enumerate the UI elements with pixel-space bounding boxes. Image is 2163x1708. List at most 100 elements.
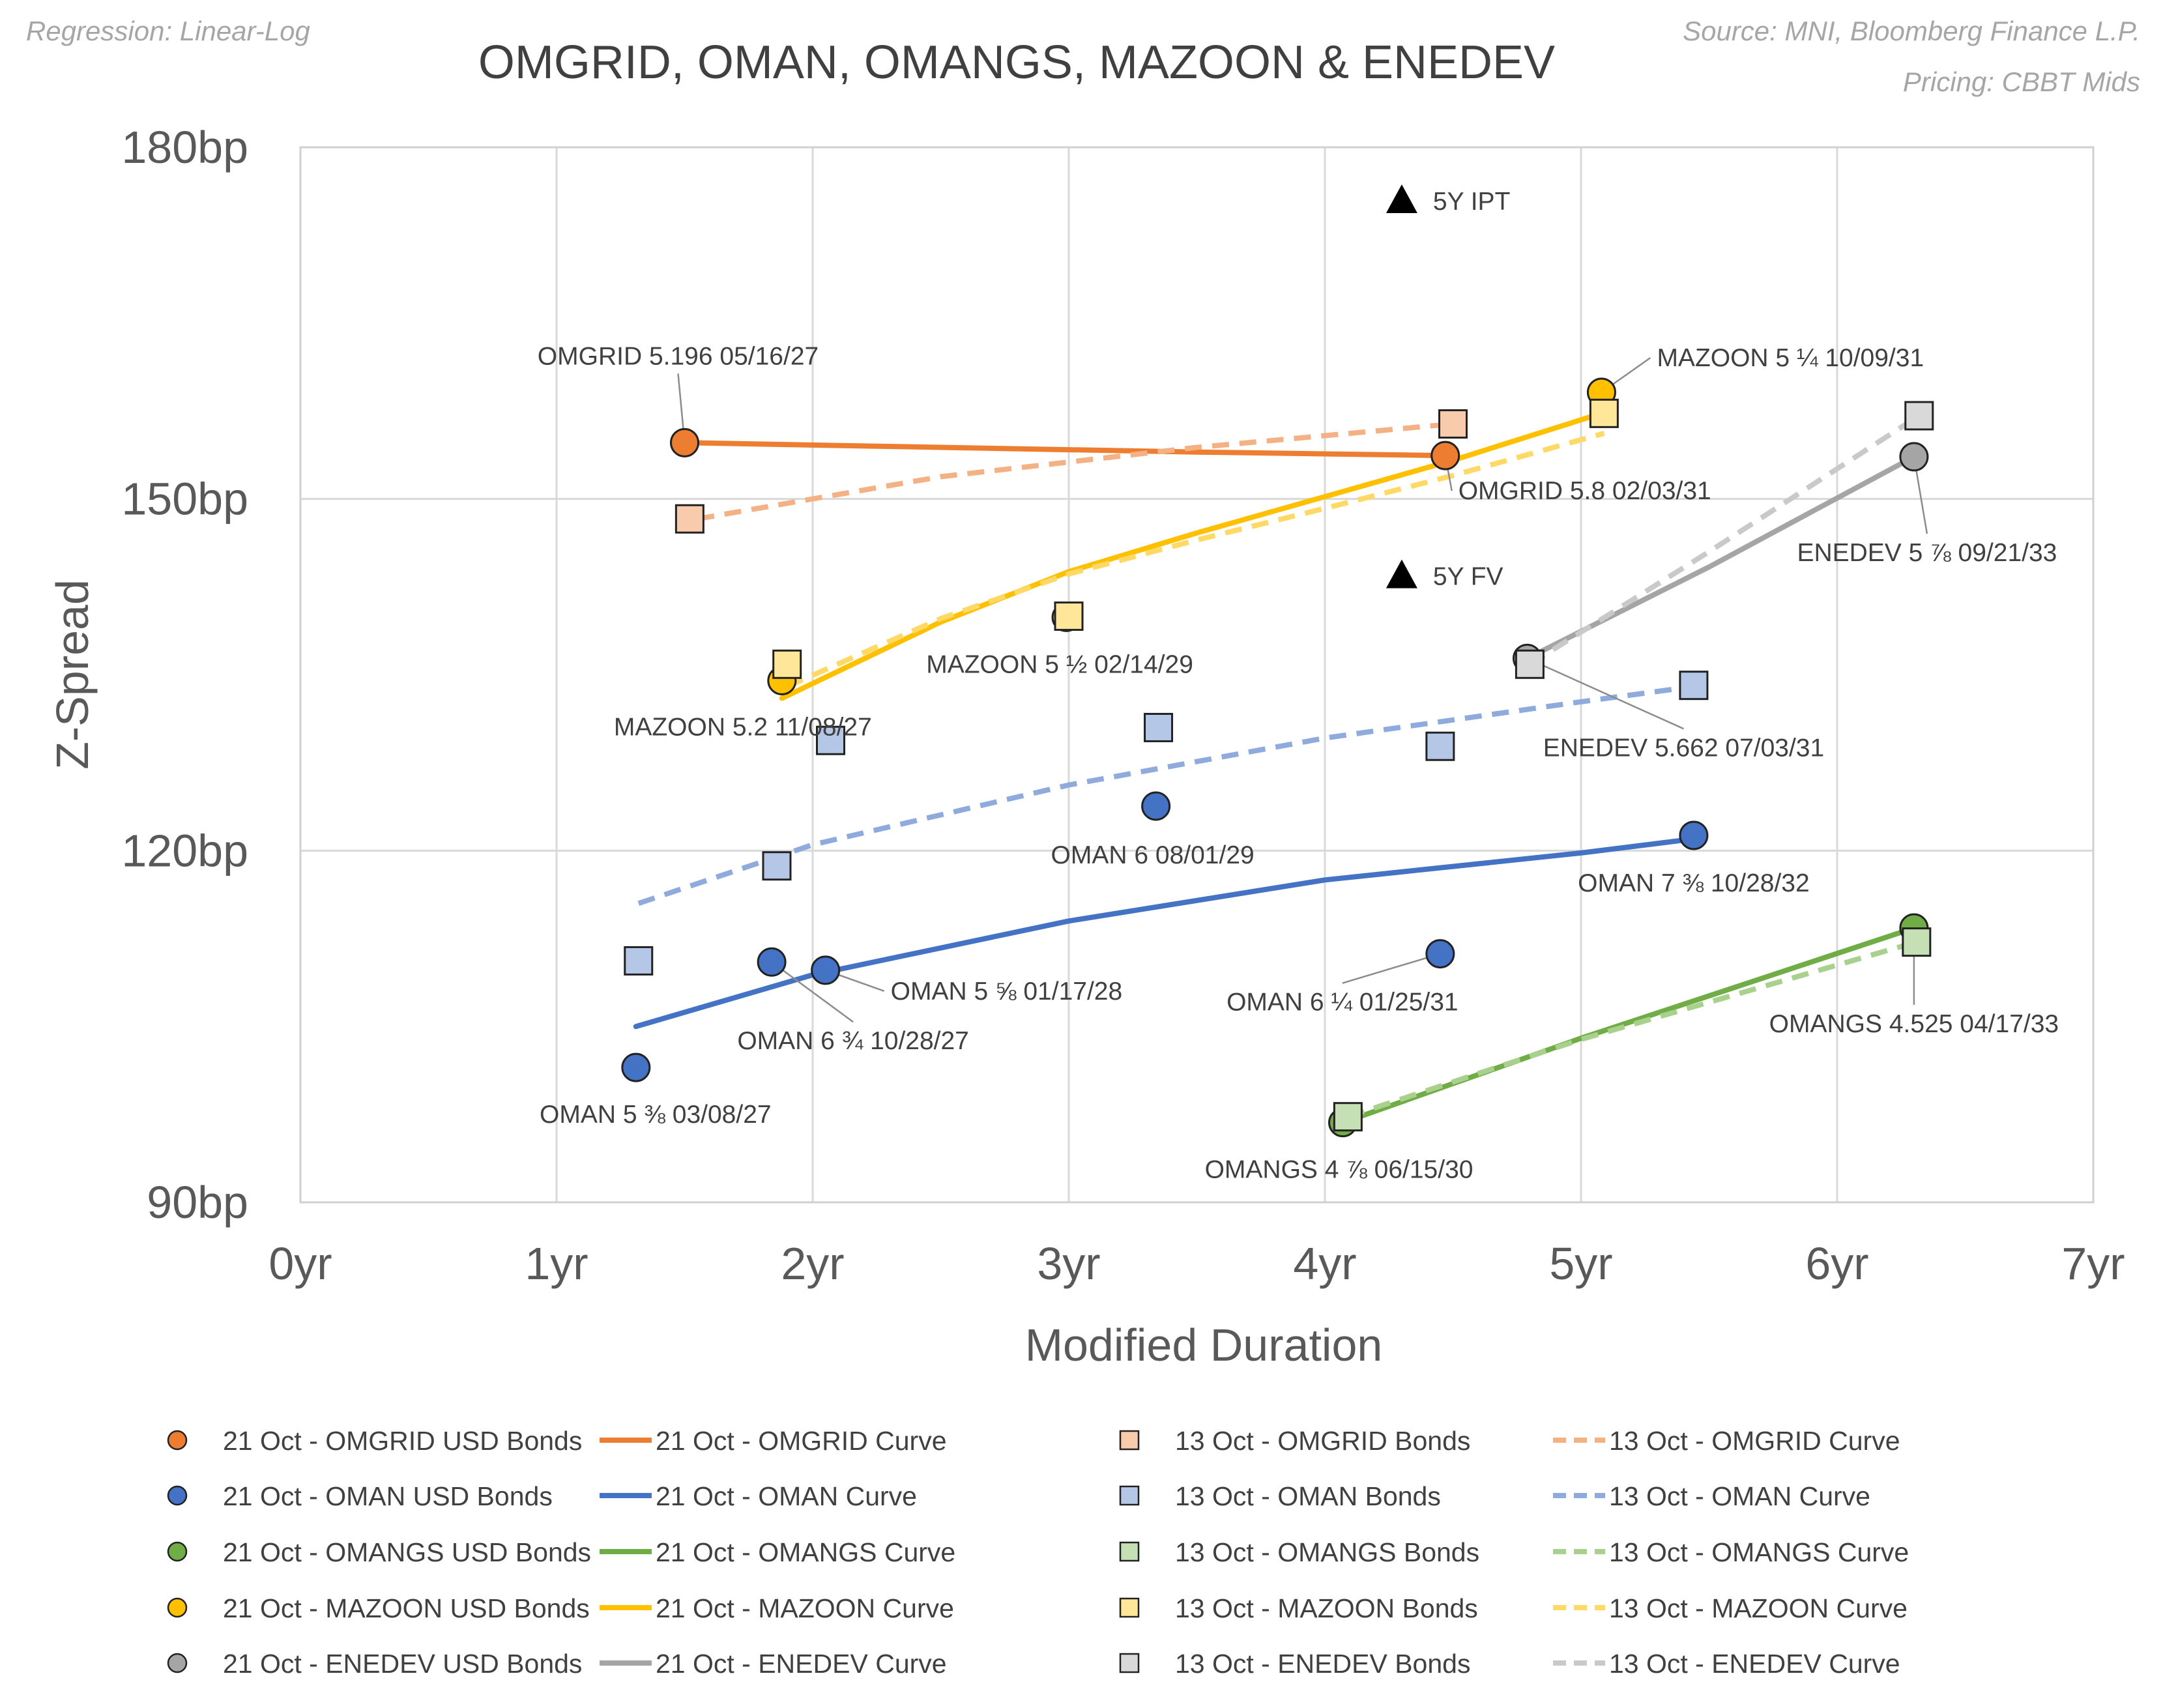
x-tick-label: 5yr [1549,1238,1612,1289]
legend-21-oct-enedev-usd-bonds-label: 21 Oct - ENEDEV USD Bonds [223,1649,582,1679]
13-oct-omangs-curve-line [1347,939,1917,1120]
bond-label: OMGRID 5.196 05/16/27 [538,342,819,370]
13-oct-enedev-curve-line [1528,413,1921,667]
5y-ipt-marker [1386,184,1417,213]
regression-note: Regression: Linear-Log [26,16,310,46]
bond-markers [621,377,1934,1138]
y-axis-label: Z-Spread [47,579,98,770]
y-tick-label: 120bp [121,825,248,876]
21-oct-oman-usd-bonds-point [1679,820,1709,850]
bond-label: ENEDEV 5.662 07/03/31 [1543,734,1824,762]
legend-21-oct-omangs-curve-label: 21 Oct - OMANGS Curve [656,1537,955,1567]
legend-21-oct-omangs-usd-bonds-swatch [167,1541,188,1562]
gridlines [300,147,2093,1202]
13-oct-enedev-bonds-point [1515,649,1545,679]
21-oct-omgrid-usd-bonds-point [670,427,699,457]
x-tick-label: 6yr [1805,1238,1868,1289]
21-oct-omgrid-usd-bonds-point [1430,441,1460,470]
13-oct-oman-bonds-point [1425,731,1455,761]
legend-13-oct-enedev-bonds-swatch [1119,1653,1140,1673]
reference-points: 5Y IPT 5Y FV [1386,184,1511,591]
x-tick-label: 3yr [1037,1238,1100,1289]
13-oct-omangs-bonds-point [1333,1102,1363,1132]
bond-label: OMANGS 4.525 04/17/33 [1769,1010,2059,1038]
leader-line [1342,953,1441,984]
legend-13-oct-oman-curve-label: 13 Oct - OMAN Curve [1609,1481,1870,1511]
legend-21-oct-mazoon-usd-bonds-swatch [167,1597,188,1618]
13-oct-enedev-bonds-point [1904,401,1934,431]
13-oct-oman-bonds-point [1144,712,1174,742]
x-tick-label: 1yr [525,1238,588,1289]
x-tick-label: 7yr [2061,1238,2125,1289]
bond-label: OMAN 6 ¼ 01/25/31 [1227,989,1459,1017]
legend-13-oct-oman-bonds-label: 13 Oct - OMAN Bonds [1175,1481,1441,1511]
13-oct-mazoon-bonds-point [1054,601,1084,631]
13-oct-omangs-bonds-point [1902,927,1932,957]
bond-labels: OMGRID 5.196 05/16/27 OMGRID 5.8 02/03/31… [538,342,2059,1183]
bond-label: OMAN 6 ¾ 10/28/27 [737,1027,969,1055]
legend-21-oct-mazoon-curve-label: 21 Oct - MAZOON Curve [656,1593,954,1623]
legend-13-oct-oman-bonds-swatch [1119,1485,1140,1506]
21-oct-oman-usd-bonds-point [1425,939,1455,969]
legend-21-oct-omgrid-usd-bonds-label: 21 Oct - OMGRID USD Bonds [223,1426,582,1456]
x-axis-label: Modified Duration [1025,1320,1383,1370]
legend-13-oct-mazoon-bonds-swatch [1119,1597,1140,1618]
legend-13-oct-omangs-bonds-label: 13 Oct - OMANGS Bonds [1175,1537,1479,1567]
leader-line [771,961,854,1023]
legend-13-oct-omangs-curve-label: 13 Oct - OMANGS Curve [1609,1537,1909,1567]
label-leaders [677,356,1928,1023]
13-oct-omgrid-bonds-point [1438,409,1468,439]
5y-fv-label: 5Y FV [1433,563,1503,591]
legend-21-oct-omgrid-curve-label: 21 Oct - OMGRID Curve [656,1426,947,1456]
plot-area [299,146,2095,1204]
5y-ipt-label: 5Y IPT [1433,188,1511,216]
bond-label: OMAN 5 ⅜ 03/08/27 [540,1101,772,1129]
5y-fv-marker [1386,559,1417,588]
21-oct-oman-curve-line [633,836,1696,1030]
legend-21-oct-omangs-usd-bonds-label: 21 Oct - OMANGS USD Bonds [223,1537,591,1567]
leader-line [1526,658,1684,730]
13-oct-oman-bonds-point [1679,671,1709,701]
bond-label: MAZOON 5.2 11/08/27 [614,713,872,741]
13-oct-omgrid-bonds-point [675,504,704,534]
bond-label: OMANGS 4 ⅞ 06/15/30 [1205,1156,1473,1184]
legend-13-oct-omgrid-bonds-label: 13 Oct - OMGRID Bonds [1175,1426,1470,1456]
pricing-note: Pricing: CBBT Mids [1903,66,2140,97]
legend-13-oct-enedev-bonds-label: 13 Oct - ENEDEV Bonds [1175,1649,1470,1679]
legend-13-oct-enedev-curve-label: 13 Oct - ENEDEV Curve [1609,1649,1900,1679]
legend-21-oct-enedev-curve-label: 21 Oct - ENEDEV Curve [656,1649,947,1679]
x-tick-label: 4yr [1293,1238,1356,1289]
21-oct-omgrid-curve-line [682,440,1448,459]
13-oct-mazoon-bonds-point [772,649,802,679]
13-oct-mazoon-curve-line [786,431,1605,689]
bond-label: OMAN 7 ⅜ 10/28/32 [1578,869,1810,897]
13-oct-oman-bonds-point [624,946,654,976]
13-oct-oman-bonds-point [816,725,846,755]
bond-label: OMAN 5 ⅝ 01/17/28 [891,977,1123,1006]
axis-ticks: 0yr 1yr 2yr 3yr 4yr 5yr 6yr 7yr 90bp 120bp 150bp 18… [121,122,2125,1289]
21-oct-omangs-curve-line [1340,925,1917,1125]
legend-13-oct-omgrid-curve-label: 13 Oct - OMGRID Curve [1609,1426,1900,1456]
legend-21-oct-mazoon-usd-bonds-label: 21 Oct - MAZOON USD Bonds [223,1593,590,1623]
x-tick-label: 0yr [269,1238,332,1289]
bond-label: MAZOON 5 ¼ 10/09/31 [1657,344,1924,372]
y-tick-label: 180bp [121,122,248,173]
legend-13-oct-omgrid-bonds-swatch [1119,1430,1140,1451]
21-oct-enedev-usd-bonds-point [1899,442,1929,472]
y-tick-label: 150bp [121,474,248,525]
21-oct-oman-usd-bonds-point [757,947,787,977]
legend-13-oct-mazoon-curve-label: 13 Oct - MAZOON Curve [1609,1593,1908,1623]
bond-label: OMAN 6 08/01/29 [1051,841,1255,869]
21-oct-oman-usd-bonds-point [1141,791,1171,821]
bond-label: MAZOON 5 ½ 02/14/29 [926,650,1193,678]
legend-21-oct-oman-usd-bonds-swatch [167,1485,188,1506]
bond-label: ENEDEV 5 ⅞ 09/21/33 [1797,539,2057,567]
21-oct-oman-usd-bonds-point [811,955,841,985]
legend-13-oct-mazoon-bonds-label: 13 Oct - MAZOON Bonds [1175,1593,1478,1623]
21-oct-oman-usd-bonds-point [621,1052,651,1082]
bond-label: OMGRID 5.8 02/03/31 [1459,477,1711,505]
13-oct-oman-bonds-point [762,851,792,881]
legend-21-oct-omgrid-usd-bonds-swatch [167,1430,188,1451]
source-note: Source: MNI, Bloomberg Finance L.P. [1683,16,2140,46]
